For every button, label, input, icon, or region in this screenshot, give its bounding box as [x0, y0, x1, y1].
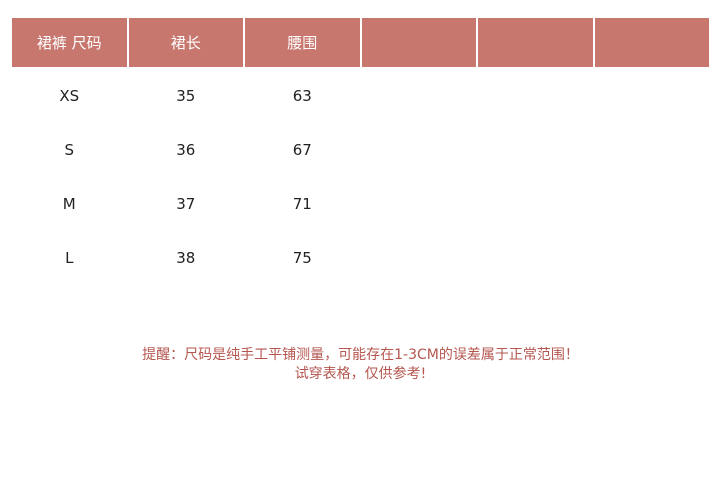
table-cell: 36: [176, 141, 196, 159]
table-cell: [595, 194, 710, 214]
table-cell: 35: [176, 87, 196, 105]
table-cell: 63: [292, 87, 312, 105]
table-cell: [478, 86, 593, 106]
table-row: S 36 67: [12, 140, 709, 160]
table-cell: XS: [59, 87, 80, 105]
header-cell: 腰围: [245, 18, 360, 67]
size-note-line1: 提醒：尺码是纯手工平铺测量，可能存在1-3CM的误差属于正常范围！: [142, 347, 579, 363]
table-cell: [595, 248, 710, 268]
table-cell: 38: [176, 249, 196, 267]
table-cell: L: [65, 249, 74, 267]
size-note: 提醒：尺码是纯手工平铺测量，可能存在1-3CM的误差属于正常范围！ 试穿表格，仅…: [0, 346, 721, 384]
header-cell: [361, 18, 476, 67]
table-cell: [362, 140, 477, 160]
table-cell: [478, 140, 593, 160]
size-note-line2: 试穿表格，仅供参考!: [294, 366, 427, 382]
header-cell: [478, 18, 593, 67]
table-cell: 67: [292, 141, 312, 159]
header-cell: 裙裤 尺码: [12, 18, 127, 67]
table-cell: [478, 248, 593, 268]
table-row: XS 35 63: [12, 86, 709, 106]
table-cell: M: [62, 195, 76, 213]
table-row: L 38 75: [12, 248, 709, 268]
table-cell: [478, 194, 593, 214]
table-cell: S: [64, 141, 75, 159]
table-cell: 37: [176, 195, 196, 213]
table-row: M 37 71: [12, 194, 709, 214]
table-cell: [362, 194, 477, 214]
table-cell: [362, 248, 477, 268]
header-cell: [594, 18, 709, 67]
size-table-header: 裙裤 尺码 裙长 腰围: [12, 18, 709, 67]
table-cell: [362, 86, 477, 106]
table-cell: 75: [292, 249, 312, 267]
table-cell: 71: [292, 195, 312, 213]
table-cell: [595, 140, 710, 160]
header-cell: 裙长: [128, 18, 243, 67]
table-cell: [595, 86, 710, 106]
